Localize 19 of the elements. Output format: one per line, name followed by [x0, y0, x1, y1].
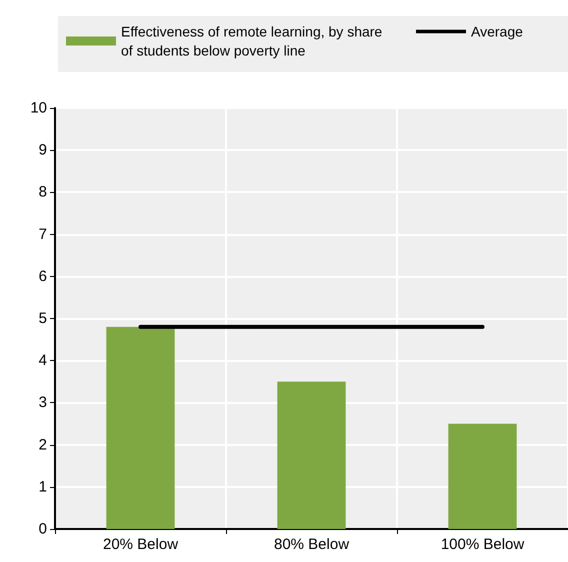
x-tick-label: 80% Below [274, 536, 350, 553]
y-tick-label: 8 [38, 184, 47, 201]
legend-label: Effectiveness of remote learning, by share of students below poverty line [121, 24, 386, 58]
bar [106, 326, 175, 529]
y-tick-label: 7 [38, 226, 47, 243]
y-tick-label: 6 [38, 268, 47, 285]
x-tick-label: 20% Below [102, 536, 178, 553]
y-tick-label: 4 [38, 352, 47, 370]
legend-label: Average [471, 24, 524, 40]
y-tick-label: 9 [38, 142, 47, 159]
y-tick-label: 0 [38, 520, 47, 538]
y-tick-label: 10 [30, 100, 47, 116]
y-tick-label: 1 [38, 478, 47, 496]
bar [277, 382, 346, 529]
y-tick-label: 3 [38, 394, 47, 412]
y-tick-label: 5 [38, 310, 47, 327]
y-tick-label: 2 [38, 436, 47, 454]
bar [448, 424, 517, 529]
x-tick-label: 100% Below [440, 536, 524, 553]
